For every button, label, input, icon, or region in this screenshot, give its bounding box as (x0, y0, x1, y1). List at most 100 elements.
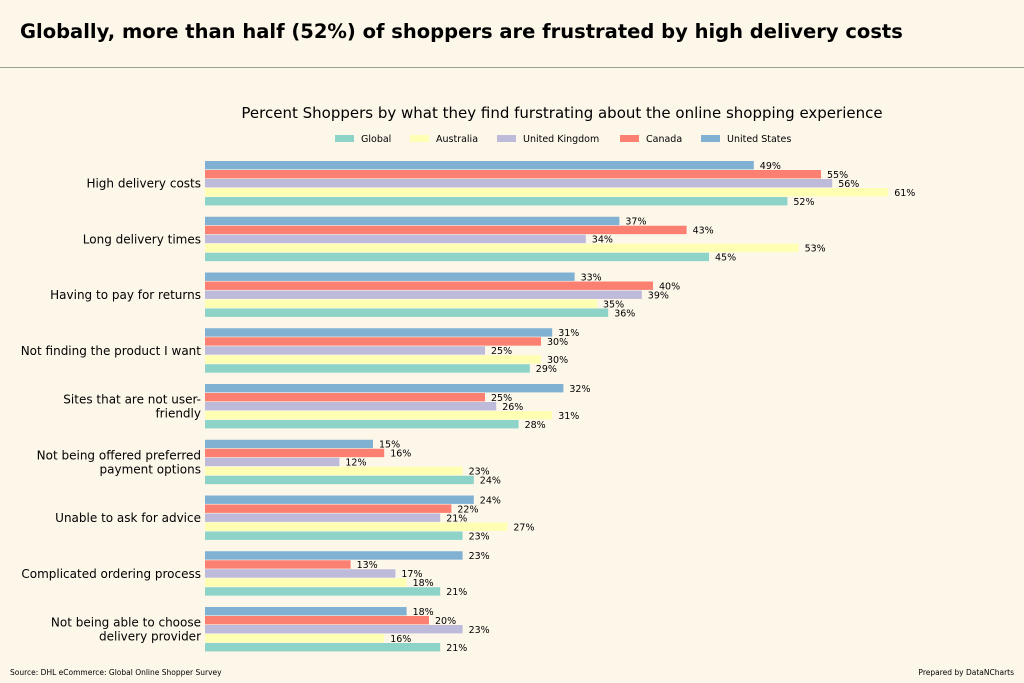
data-label-canada-7: 13% (357, 560, 378, 571)
category-label-2: Having to pay for returns (50, 288, 201, 302)
data-label-global-3: 29% (536, 364, 557, 375)
legend-label-australia: Australia (436, 134, 478, 145)
data-label-global-2: 36% (614, 308, 635, 319)
bar-united-states-5 (205, 439, 373, 449)
category-label-1: Long delivery times (83, 232, 201, 246)
bar-united-states-4 (205, 384, 564, 393)
data-label-united-kingdom-2: 39% (648, 290, 669, 301)
data-label-united-states-8: 18% (413, 607, 434, 618)
bar-united-states-6 (205, 495, 474, 504)
bar-united-states-7 (205, 551, 463, 560)
category-labels: High delivery costs Long delivery times Ha… (21, 177, 202, 644)
category-label-8: Not being able to choose delivery provide… (51, 616, 201, 644)
bar-canada-6 (205, 504, 452, 513)
data-label-canada-2: 40% (659, 281, 680, 292)
bar-global-7 (205, 587, 441, 596)
legend-swatch-canada (620, 135, 639, 142)
bar-united-states-2 (205, 272, 575, 281)
legend-label-united-states: United States (727, 134, 791, 145)
data-label-australia-6: 27% (513, 522, 534, 533)
bar-global-0 (205, 197, 788, 206)
bar-united-kingdom-1 (205, 234, 586, 244)
data-label-canada-6: 22% (457, 504, 478, 515)
bar-australia-8 (205, 634, 385, 643)
category-label-0: High delivery costs (86, 177, 201, 191)
bar-united-kingdom-5 (205, 457, 340, 467)
data-label-united-kingdom-8: 23% (469, 625, 490, 636)
bar-united-kingdom-3 (205, 346, 485, 355)
header-divider (0, 67, 1024, 68)
bar-united-kingdom-6 (205, 513, 441, 522)
data-label-united-kingdom-1: 34% (592, 235, 613, 246)
category-label-6: Unable to ask for advice (55, 511, 201, 525)
data-label-united-kingdom-0: 56% (838, 179, 859, 190)
bar-global-2 (205, 308, 609, 317)
bar-australia-3 (205, 355, 541, 364)
credit-note: Prepared by DataNCharts (918, 668, 1014, 677)
data-label-united-states-6: 24% (480, 495, 501, 506)
category-label-3: Not finding the product I want (21, 344, 202, 358)
bar-united-states-8 (205, 607, 407, 616)
data-label-united-states-5: 15% (379, 440, 400, 451)
data-label-united-kingdom-7: 17% (401, 569, 422, 580)
legend-swatch-global (335, 135, 354, 142)
bar-global-4 (205, 420, 519, 429)
data-label-global-1: 45% (715, 253, 736, 264)
bar-global-3 (205, 364, 530, 373)
legend-swatch-united-states (701, 135, 720, 142)
data-label-global-0: 52% (793, 197, 814, 208)
category-label-7: Complicated ordering process (21, 567, 201, 581)
legend-label-global: Global (361, 134, 391, 145)
bar-canada-0 (205, 170, 821, 179)
data-label-australia-7: 18% (413, 578, 434, 589)
legend-label-canada: Canada (646, 134, 682, 145)
category-label-5: Not being offered preferred payment optio… (37, 448, 201, 476)
data-label-australia-5: 23% (469, 467, 490, 478)
legend-label-united-kingdom: United Kingdom (523, 134, 599, 145)
bar-australia-2 (205, 299, 597, 308)
data-label-canada-3: 30% (547, 337, 568, 348)
data-label-canada-0: 55% (827, 170, 848, 181)
data-label-global-6: 23% (469, 531, 490, 542)
data-label-australia-0: 61% (894, 188, 915, 199)
bar-canada-8 (205, 616, 429, 625)
bar-group: 49% 55%56% 61% 52% 37% 43% 34% 53% 45% 33% 40%39% 3… (205, 161, 915, 654)
legend-swatch-united-kingdom (497, 135, 516, 142)
bar-australia-4 (205, 411, 553, 420)
bar-australia-0 (205, 188, 889, 197)
data-label-united-kingdom-3: 25% (491, 346, 512, 357)
data-label-global-8: 21% (446, 643, 467, 654)
bar-united-states-0 (205, 161, 754, 170)
bar-united-kingdom-4 (205, 402, 497, 411)
data-label-united-states-4: 32% (569, 384, 590, 395)
bar-global-8 (205, 643, 441, 652)
data-label-australia-2: 35% (603, 299, 624, 310)
data-label-canada-1: 43% (693, 226, 714, 237)
data-label-united-kingdom-6: 21% (446, 513, 467, 524)
bar-united-states-1 (205, 216, 620, 226)
data-label-united-states-3: 31% (558, 328, 579, 339)
data-label-global-7: 21% (446, 587, 467, 598)
bar-australia-7 (205, 578, 407, 587)
data-label-australia-3: 30% (547, 355, 568, 366)
data-label-australia-8: 16% (390, 634, 411, 645)
data-label-united-states-1: 37% (625, 217, 646, 228)
bar-canada-2 (205, 281, 653, 290)
data-label-united-kingdom-4: 26% (502, 402, 523, 413)
bar-canada-4 (205, 393, 485, 402)
bar-australia-6 (205, 522, 508, 531)
bar-canada-3 (205, 337, 541, 346)
data-label-united-kingdom-5: 12% (345, 458, 366, 469)
page-headline: Globally, more than half (52%) of shoppe… (20, 20, 903, 43)
data-label-canada-8: 20% (435, 616, 456, 627)
bar-australia-1 (205, 243, 799, 253)
data-label-australia-4: 31% (558, 411, 579, 422)
data-label-united-states-0: 49% (760, 161, 781, 172)
bar-canada-7 (205, 560, 351, 569)
bar-global-6 (205, 531, 463, 540)
data-label-canada-4: 25% (491, 393, 512, 404)
bar-united-kingdom-8 (205, 625, 463, 634)
chart-legend: Global Australia United Kingdom Canada Unite… (335, 134, 791, 145)
chart-title: Percent Shoppers by what they find furst… (241, 104, 882, 122)
bar-united-kingdom-0 (205, 179, 833, 188)
